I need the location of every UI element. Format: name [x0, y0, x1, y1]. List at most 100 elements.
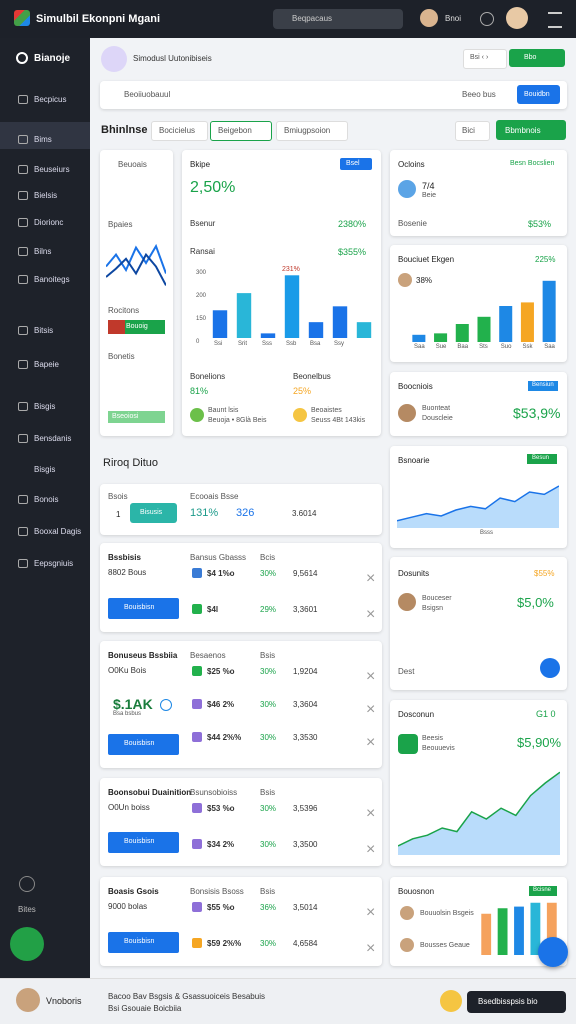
change: $55% [534, 569, 555, 578]
line: Bsi Gsouaie Boicbiia [108, 1004, 182, 1013]
sub: Bsigsn [422, 605, 444, 612]
row-title: Boonsobui Duainition [108, 788, 192, 797]
button[interactable] [108, 598, 179, 619]
cell: $55 %o [207, 903, 235, 912]
badge-label: Bensiun [532, 382, 554, 388]
app-title: Simulbil Ekonpni Mgani [36, 13, 161, 25]
close: × [366, 667, 375, 685]
tab[interactable] [210, 121, 272, 141]
button[interactable] [108, 932, 179, 953]
x-label: Sss [262, 341, 273, 347]
big-sub: Bsa bsbus [113, 711, 142, 717]
fab[interactable] [538, 937, 568, 967]
fab[interactable] [10, 927, 44, 961]
nav-item[interactable]: Bims [34, 135, 52, 144]
column-header: Bansus Gbasss [190, 553, 247, 562]
button-label: Bouisbisn [124, 938, 155, 945]
nav-item[interactable]: Diorionc [34, 218, 64, 227]
card-title: Bkipe [190, 160, 211, 169]
tab-label: Beigebon [218, 126, 252, 135]
nav-item[interactable]: Eepsgniuis [34, 559, 74, 568]
nav-item[interactable]: Bensdanis [34, 434, 72, 443]
search-box[interactable] [273, 9, 403, 29]
row-sub: 9000 bolas [108, 902, 148, 911]
tab[interactable] [276, 121, 348, 141]
footer-label: Bosenie [398, 219, 427, 228]
item-icon [293, 408, 307, 422]
nav-item[interactable]: Bonois [34, 495, 59, 504]
tab[interactable] [151, 121, 208, 141]
chart [398, 771, 560, 855]
nav-item[interactable]: Bisgis [34, 402, 56, 411]
nav-item[interactable]: Beuseiurs [34, 165, 70, 174]
action-button[interactable] [463, 49, 507, 69]
nav-item[interactable]: Banoitegs [34, 275, 70, 284]
nav-item[interactable]: Bisgis [34, 465, 56, 474]
row-icon [192, 902, 202, 912]
close: × [366, 733, 375, 751]
avatar [101, 46, 127, 72]
cell: 3,3604 [293, 700, 318, 709]
nav-icon [18, 326, 28, 335]
button-label: Bici [462, 126, 475, 135]
bar [284, 275, 300, 338]
nav-icon [18, 559, 28, 568]
primary-button[interactable] [496, 120, 566, 140]
nav-item[interactable]: Becpicus [34, 95, 67, 104]
row-icon [192, 839, 202, 849]
cell: $25 %o [207, 667, 235, 676]
logo [14, 10, 30, 26]
avatar [398, 180, 416, 198]
value: 131% [190, 507, 219, 519]
chart [397, 485, 559, 528]
tab-label: Bmiugpsoion [284, 126, 331, 135]
button[interactable] [108, 832, 179, 853]
badge-label: Besun [532, 455, 550, 461]
legend-bar [108, 320, 165, 334]
item-title: Beoaistes [311, 407, 342, 414]
value: 38% [416, 276, 433, 285]
card-title: Dosconun [398, 710, 435, 719]
search-placeholder: Beqpacaus [292, 14, 333, 23]
nav-item[interactable]: Booxal Dagis [34, 527, 82, 536]
nav-item[interactable]: Bitsis [34, 326, 54, 335]
close: × [366, 804, 375, 822]
axis-label: 300 [196, 270, 207, 276]
line: Bacoo Bav Bsgsis & Gsassuoiceis Besabuis [108, 992, 265, 1001]
button[interactable] [130, 503, 177, 523]
value: $5,90% [517, 735, 562, 750]
menu-icon[interactable] [548, 12, 562, 28]
close: × [366, 569, 375, 587]
sub: Douscleie [422, 415, 453, 422]
button[interactable] [108, 734, 179, 755]
x-label: Ssy [334, 341, 345, 347]
stat-title: Beonelbus [293, 372, 331, 381]
info-icon[interactable] [480, 12, 494, 26]
x-label: Suo [500, 344, 512, 350]
nav-icon [16, 52, 28, 64]
badge [528, 381, 558, 391]
fab[interactable] [540, 658, 560, 678]
row-label: Ransai [190, 247, 215, 256]
person: Bouuolsin Bsgeis [420, 910, 474, 917]
row-icon [192, 568, 202, 578]
avatar [440, 990, 462, 1012]
row-icon [192, 803, 202, 813]
cell: 30% [260, 733, 277, 742]
nav-item[interactable]: Bielsis [34, 191, 58, 200]
filter-button[interactable] [455, 121, 490, 141]
card [182, 150, 381, 436]
x-label: Ssi [214, 341, 223, 347]
nav-item[interactable]: Bapeie [34, 360, 59, 369]
search-button[interactable] [517, 85, 560, 104]
cell: 30% [260, 840, 277, 849]
action-button[interactable] [509, 49, 565, 67]
icon [398, 734, 418, 754]
button[interactable] [467, 991, 566, 1013]
nav-icon [18, 218, 28, 227]
nav-item[interactable]: Bilns [34, 247, 52, 256]
chart [412, 280, 556, 342]
value: $5,0% [517, 595, 554, 610]
search-placeholder: Beoiiuobauul [124, 90, 171, 99]
card-link[interactable]: Besn Bocslien [510, 160, 555, 167]
